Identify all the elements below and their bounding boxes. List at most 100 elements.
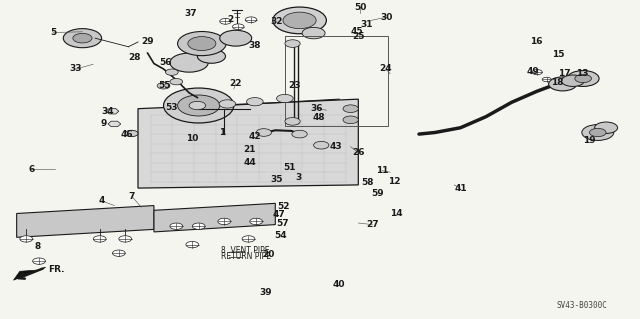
Text: 8  VENT PIPE: 8 VENT PIPE: [221, 247, 269, 256]
Text: 52: 52: [277, 202, 290, 211]
Text: 20: 20: [263, 250, 275, 259]
Text: 3: 3: [296, 174, 302, 182]
Circle shape: [532, 70, 542, 75]
Text: 18: 18: [551, 78, 564, 87]
Text: 21: 21: [243, 145, 256, 154]
Text: 29: 29: [141, 37, 154, 46]
Circle shape: [343, 105, 358, 113]
Circle shape: [542, 77, 551, 82]
Circle shape: [314, 141, 329, 149]
Circle shape: [285, 40, 300, 48]
Circle shape: [232, 24, 244, 30]
Circle shape: [218, 218, 230, 225]
Text: 40: 40: [333, 280, 346, 289]
Polygon shape: [154, 203, 275, 232]
Circle shape: [245, 17, 257, 23]
Circle shape: [246, 98, 263, 106]
Circle shape: [125, 130, 138, 137]
Text: SV43-B0300C: SV43-B0300C: [556, 301, 607, 310]
Text: 34: 34: [102, 107, 115, 116]
Text: 44: 44: [243, 158, 256, 167]
Circle shape: [63, 29, 102, 48]
Circle shape: [548, 77, 577, 91]
Circle shape: [33, 258, 45, 264]
Text: 2: 2: [227, 15, 234, 24]
Text: 10: 10: [186, 134, 198, 143]
Text: 37: 37: [185, 9, 197, 18]
Text: 17: 17: [557, 69, 570, 78]
Text: 7: 7: [129, 191, 135, 201]
Circle shape: [73, 33, 92, 43]
Text: 59: 59: [371, 189, 384, 198]
Text: 32: 32: [270, 17, 283, 26]
Circle shape: [219, 100, 236, 108]
Circle shape: [589, 128, 606, 137]
Bar: [285, 36, 388, 126]
Text: 56: 56: [159, 58, 172, 67]
Text: 53: 53: [166, 103, 178, 112]
Circle shape: [220, 19, 231, 24]
Circle shape: [170, 223, 182, 229]
Circle shape: [157, 83, 170, 89]
Text: 49: 49: [526, 67, 539, 76]
Circle shape: [93, 236, 106, 242]
Circle shape: [595, 122, 618, 133]
Polygon shape: [106, 108, 119, 114]
Circle shape: [189, 101, 205, 110]
Text: 54: 54: [274, 231, 287, 240]
Text: 22: 22: [230, 79, 242, 88]
Text: 14: 14: [390, 209, 403, 218]
Text: 30: 30: [380, 13, 392, 22]
Text: 9: 9: [101, 119, 108, 129]
Text: 41: 41: [454, 184, 467, 193]
Text: 25: 25: [353, 32, 365, 41]
Circle shape: [119, 236, 132, 242]
Circle shape: [273, 7, 326, 34]
Text: 31: 31: [360, 20, 373, 29]
Text: 1: 1: [219, 128, 225, 137]
Circle shape: [582, 124, 614, 140]
Circle shape: [164, 88, 234, 123]
Circle shape: [250, 218, 262, 225]
Circle shape: [256, 129, 271, 136]
Circle shape: [302, 27, 325, 39]
Text: 27: 27: [366, 220, 379, 229]
Text: 58: 58: [362, 178, 374, 187]
Polygon shape: [108, 121, 121, 127]
Circle shape: [283, 12, 316, 29]
Circle shape: [20, 236, 33, 242]
Text: 39: 39: [259, 288, 272, 297]
Circle shape: [177, 95, 220, 116]
Text: 6: 6: [28, 165, 35, 174]
Circle shape: [242, 236, 255, 242]
Circle shape: [292, 130, 307, 138]
Text: 43: 43: [330, 142, 342, 151]
Circle shape: [567, 70, 599, 86]
Circle shape: [220, 30, 252, 46]
Polygon shape: [13, 268, 45, 280]
Text: 4: 4: [99, 196, 105, 205]
Text: 38: 38: [248, 41, 261, 50]
Text: 26: 26: [352, 148, 365, 157]
Circle shape: [192, 223, 205, 229]
Text: 55: 55: [159, 81, 171, 90]
Text: 13: 13: [575, 69, 588, 78]
Text: 11: 11: [376, 166, 388, 175]
Circle shape: [343, 116, 358, 123]
Text: FR.: FR.: [49, 264, 65, 274]
Circle shape: [188, 37, 216, 50]
Circle shape: [170, 78, 182, 85]
Circle shape: [575, 74, 591, 83]
Text: 15: 15: [552, 49, 564, 59]
Polygon shape: [17, 205, 154, 237]
Text: 46: 46: [121, 130, 134, 138]
Circle shape: [177, 32, 226, 56]
Text: 50: 50: [354, 3, 367, 12]
Circle shape: [170, 53, 208, 72]
Text: 36: 36: [310, 104, 323, 113]
Circle shape: [166, 69, 178, 75]
Text: 47: 47: [272, 210, 285, 219]
Text: 57: 57: [276, 219, 289, 228]
Text: 42: 42: [248, 132, 261, 141]
Text: 48: 48: [312, 113, 325, 122]
